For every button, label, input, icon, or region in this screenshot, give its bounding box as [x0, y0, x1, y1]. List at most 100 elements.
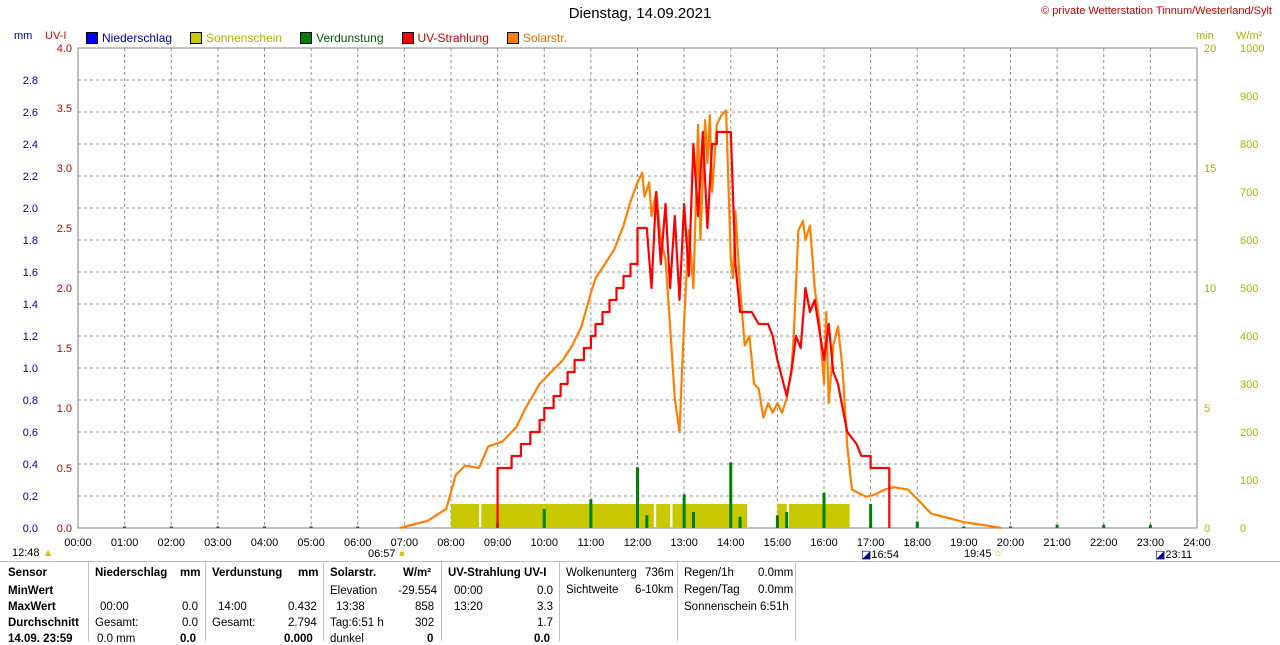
min-unit-label: min [1196, 30, 1214, 42]
tick-label-time: 02:00 [157, 537, 185, 549]
tick-label-time: 20:00 [997, 537, 1025, 549]
tick-label-time: 07:00 [391, 537, 419, 549]
tick-label-time: 15:00 [764, 537, 792, 549]
solar-tag-val: 302 [415, 617, 435, 629]
evaporation-bar [645, 515, 649, 528]
evaporation-bar [1009, 526, 1012, 528]
tick-label-wm2: 300 [1240, 379, 1258, 391]
legend-label: Verdunstung [316, 31, 384, 45]
tick-label-mm: 1.6 [23, 267, 38, 279]
table-divider [0, 561, 1280, 562]
table-divider [323, 562, 324, 641]
chart-title: Dienstag, 14.09.2021 [568, 5, 712, 22]
tick-label-uvi: 1.0 [57, 403, 72, 415]
evaporation-bar [729, 462, 733, 528]
sonnenschein-label: Sonnenschein [684, 601, 757, 613]
time-axis: 00:00 01:00 02:00 03:00 04:00 05:00 06:00 07:00… [64, 537, 1211, 549]
moonset-label: ◪23:11 [1155, 548, 1192, 561]
evaporation-bar [682, 494, 686, 528]
tick-label-min: 10 [1204, 283, 1216, 295]
legend-item-sonnenschein: Sonnenschein [190, 31, 282, 45]
tick-label-time: 04:00 [251, 537, 279, 549]
tick-label-uvi: 1.5 [57, 343, 72, 355]
evaporation-bar [775, 515, 779, 528]
table-divider [559, 562, 560, 641]
tick-label-wm2: 600 [1240, 235, 1258, 247]
evaporation-bar [356, 526, 360, 528]
series-line-solarstr- [399, 109, 1002, 530]
evaporation-bar [216, 526, 220, 528]
legend: Niederschlag Sonnenschein Verdunstung UV… [86, 31, 585, 45]
tick-label-wm2: 0 [1240, 523, 1246, 535]
niederschlag-last-val: 0.0 mm [97, 633, 136, 645]
regen1h-label: Regen/1h [684, 567, 734, 579]
legend-swatch [506, 32, 519, 44]
evaporation-bar [869, 504, 873, 528]
legend-label: Niederschlag [102, 31, 173, 45]
table-divider [205, 562, 206, 641]
moonrise-label: ◪16:54 [861, 548, 899, 561]
tick-label-wm2: 800 [1240, 139, 1258, 151]
sunrise-label: 06:57 ● [368, 548, 406, 560]
tick-label-time: 19:00 [950, 537, 978, 549]
sunshine-bars [451, 504, 850, 528]
tick-label-mm: 1.4 [23, 299, 38, 311]
legend-item-verdunstung: Verdunstung [300, 31, 384, 45]
niederschlag-max-time: 00:00 [100, 601, 129, 613]
evaporation-bar [738, 516, 742, 528]
sonnenschein-val: 6:51h [760, 601, 789, 613]
tick-label-uvi: 4.0 [57, 43, 72, 55]
header-sensor: Sensor [8, 567, 47, 579]
header-niederschlag: Niederschlag [95, 567, 168, 579]
mm-axis: 0.0 0.2 0.4 0.6 0.8 1.0 1.2 1.4 1.6 1.8 2.0 2.2 2.4 2… [23, 75, 38, 535]
uv-max-val: 3.3 [537, 601, 553, 613]
evaporation-bar [822, 492, 826, 528]
evaporation-bar [169, 526, 173, 528]
tick-label-wm2: 500 [1240, 283, 1258, 295]
legend-label: Sonnenschein [206, 31, 283, 45]
tick-label-time: 13:00 [670, 537, 698, 549]
tick-label-time: 23:00 [1137, 537, 1165, 549]
solar-elev-val: -29.554 [398, 585, 438, 597]
regentag-val: 0.0mm [758, 584, 794, 596]
tick-label-time: 18:00 [903, 537, 931, 549]
moonset-value: 23:11 [1165, 549, 1193, 561]
solar-tag-label: Tag:6:51 h [330, 617, 384, 629]
table-divider [795, 562, 796, 641]
header-verdunstung: Verdunstung [212, 567, 283, 579]
tick-label-wm2: 1000 [1240, 43, 1264, 55]
row-durchschnitt: Durchschnitt [8, 617, 79, 629]
table-divider [441, 562, 442, 641]
current-time-value: 12:48 [12, 547, 40, 559]
tick-label-min: 20 [1204, 43, 1216, 55]
evaporation-bars [123, 462, 1152, 528]
tick-label-time: 09:00 [484, 537, 512, 549]
solar-max-val: 858 [415, 601, 435, 613]
tick-label-time: 06:00 [344, 537, 372, 549]
header-uv: UV-Strahlung UV-I [448, 567, 547, 579]
evaporation-bar [1055, 524, 1059, 528]
niederschlag-gesamt-label: Gesamt: [95, 617, 139, 629]
sunset-value: 19:45 [964, 548, 992, 560]
row-minwert: MinWert [8, 585, 54, 597]
tick-label-mm: 2.0 [23, 203, 38, 215]
wm2-unit-label: W/m² [1236, 30, 1263, 42]
sicht-val: 6-10km [635, 584, 674, 596]
summary-table: Sensor MinWert MaxWert Durchschnitt 14.0… [0, 562, 1280, 645]
sunrise-value: 06:57 [368, 548, 396, 560]
uv-avg-val: 1.7 [537, 617, 553, 629]
tick-label-mm: 1.8 [23, 235, 38, 247]
tick-label-time: 08:00 [437, 537, 465, 549]
tick-label-time: 16:00 [810, 537, 838, 549]
solar-dunkel-val: 0 [427, 633, 434, 645]
evaporation-bar [915, 521, 919, 528]
niederschlag-gesamt-val: 0.0 [182, 617, 198, 629]
tick-label-mm: 0.0 [23, 523, 38, 535]
regen1h-val: 0.0mm [758, 567, 794, 579]
copyright-note: © private Wetterstation Tinnum/Westerlan… [1041, 5, 1272, 17]
chart-grid [77, 47, 1198, 529]
evaporation-bar [309, 526, 313, 528]
evaporation-bar [636, 467, 639, 528]
tick-label-time: 14:00 [717, 537, 745, 549]
tick-label-uvi: 2.5 [57, 223, 72, 235]
